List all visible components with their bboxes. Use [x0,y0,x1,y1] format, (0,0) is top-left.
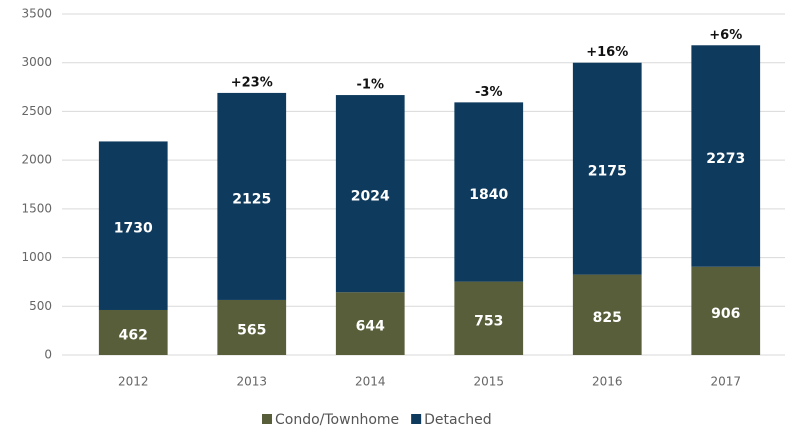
bar-segment [572,274,642,355]
bar-segment [217,299,287,355]
value-label: 753 [474,313,503,329]
y-tick-label: 1000 [21,250,52,264]
x-tick-label: 2012 [118,375,149,389]
bar-segment [454,102,524,282]
annotation: -3% [475,85,502,100]
annotation: +16% [586,45,628,60]
y-tick-label: 2500 [21,104,52,118]
y-tick-label: 500 [29,299,52,313]
bar-segment [217,92,287,300]
bar-segment [691,45,761,267]
legend-label: Condo/Townhome [275,412,399,428]
bar-segment [98,309,168,355]
bar-segment [98,141,168,310]
value-label: 1840 [469,187,508,203]
legend-swatch [262,414,272,424]
legend-label: Detached [424,412,492,428]
value-label: 825 [593,310,622,326]
y-tick-label: 2000 [21,153,52,167]
value-label: 2175 [588,164,627,180]
annotation: +23% [231,75,273,90]
legend-swatch [411,414,422,424]
x-tick-label: 2013 [236,375,267,389]
x-tick-label: 2016 [592,375,623,389]
value-label: 2024 [351,189,390,205]
y-tick-label: 1500 [21,201,52,215]
y-tick-label: 0 [44,348,52,362]
bar-segment [454,281,524,355]
bar-segment [335,292,405,355]
x-tick-label: 2015 [473,375,504,389]
bar-segment [335,95,405,293]
value-label: 462 [119,327,148,343]
annotation: +6% [709,28,742,43]
x-tick-label: 2017 [710,375,741,389]
bar-segment [691,266,761,355]
value-label: 2125 [232,191,271,207]
y-tick-label: 3000 [21,55,52,69]
annotation: -1% [357,78,384,93]
y-tick-label: 3500 [21,7,52,21]
value-label: 565 [237,322,266,338]
x-tick-label: 2014 [355,375,386,389]
value-label: 2273 [706,151,745,167]
value-label: 644 [356,319,385,335]
bar-segment [572,62,642,275]
value-label: 1730 [114,221,153,237]
value-label: 906 [711,306,740,322]
